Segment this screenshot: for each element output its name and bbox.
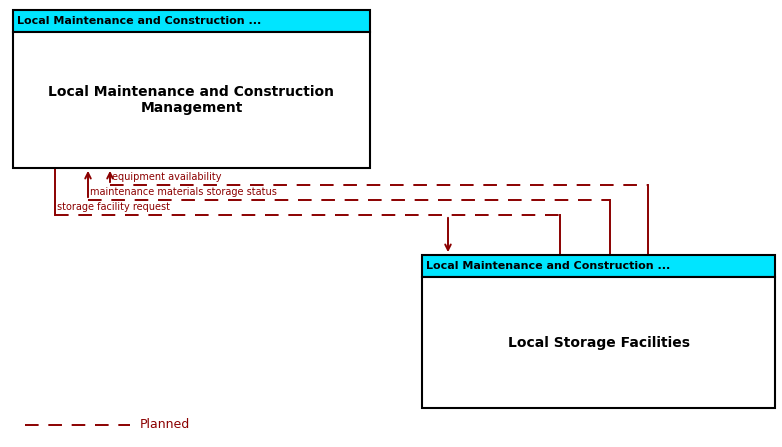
Bar [13,10,370,32]
Text: maintenance materials storage status: maintenance materials storage status [90,187,277,197]
Text: Local Maintenance and Construction ...: Local Maintenance and Construction ... [426,261,670,271]
Bar [13,32,370,168]
Text: Local Maintenance and Construction
Management: Local Maintenance and Construction Manag… [48,85,335,115]
Text: Planned: Planned [140,418,190,431]
Bar [422,277,775,408]
Text: Local Maintenance and Construction ...: Local Maintenance and Construction ... [17,16,261,26]
Text: Local Storage Facilities: Local Storage Facilities [508,336,690,350]
Text: equipment availability: equipment availability [112,172,221,182]
Text: storage facility request: storage facility request [57,202,170,212]
Bar [422,255,775,277]
